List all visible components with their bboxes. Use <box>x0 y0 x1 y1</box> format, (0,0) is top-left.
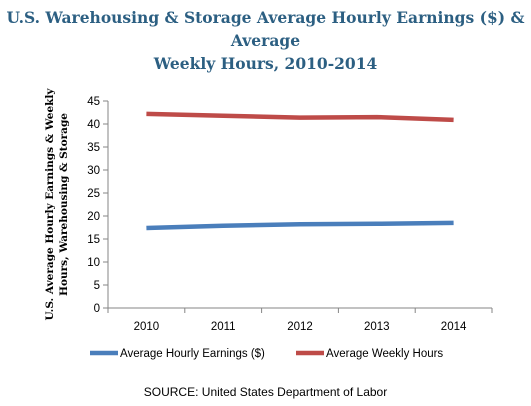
x-tick-label: 2010 <box>134 321 160 333</box>
y-tick-label: 15 <box>87 234 100 246</box>
y-tick-label: 30 <box>87 165 100 177</box>
y-tick-label: 5 <box>94 280 100 292</box>
series-line <box>146 111 454 123</box>
y-tick-label: 0 <box>94 303 100 315</box>
series-line <box>146 220 454 231</box>
source-note: SOURCE: United States Department of Labo… <box>143 385 388 399</box>
x-tick-label: 2014 <box>441 321 467 333</box>
y-tick-label: 25 <box>87 188 100 200</box>
y-tick-label: 35 <box>87 142 100 154</box>
y-axis-title-line: Hours, Warehousing & Storage <box>58 113 70 296</box>
chart-title-line-2: Weekly Hours, 2010-2014 <box>153 54 378 73</box>
y-tick-label: 45 <box>87 96 100 108</box>
y-tick-label: 10 <box>87 257 100 269</box>
x-tick-label: 2011 <box>211 321 236 333</box>
x-tick-label: 2013 <box>364 321 390 333</box>
y-tick-label: 40 <box>87 119 100 131</box>
legend-label: Average Weekly Hours <box>326 348 443 360</box>
chart-title: U.S. Warehousing & Storage Average Hourl… <box>0 6 531 75</box>
legend-label: Average Hourly Earnings ($) <box>120 348 265 360</box>
y-axis-title-line: U.S. Average Hourly Earnings & Weekly <box>44 88 56 321</box>
x-tick-label: 2012 <box>287 321 313 333</box>
chart-title-line-1: U.S. Warehousing & Storage Average Hourl… <box>6 8 525 50</box>
y-tick-label: 20 <box>87 211 100 223</box>
